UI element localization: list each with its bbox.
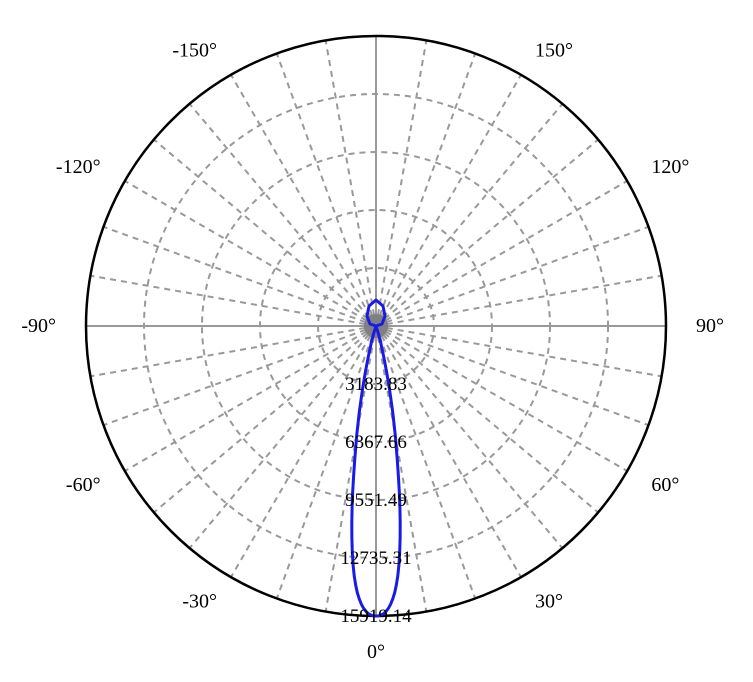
polar-plot: 3183.83 6367.66 9551.49 12735.31 15919.14 ±18… xyxy=(0,0,753,682)
angle-tick-label: 90° xyxy=(696,315,724,337)
radial-tick-label: 15919.14 xyxy=(340,606,412,627)
angle-tick-label: -90° xyxy=(21,315,56,337)
angle-tick-label: 150° xyxy=(535,40,573,62)
angle-tick-label: -30° xyxy=(182,590,217,612)
angle-tick-label: 0° xyxy=(367,641,385,663)
radial-tick-label: 9551.49 xyxy=(345,490,407,511)
radial-tick-label: 6367.66 xyxy=(345,432,407,453)
angle-tick-label: -60° xyxy=(66,474,101,496)
angle-tick-label: 30° xyxy=(535,590,563,612)
radial-tick-label: 3183.83 xyxy=(345,374,407,395)
angle-tick-label: -120° xyxy=(56,156,101,178)
angle-tick-label: 120° xyxy=(651,156,689,178)
angle-tick-label: ±180° xyxy=(352,0,401,5)
angle-tick-label: 60° xyxy=(651,474,679,496)
radial-tick-label: 12735.31 xyxy=(340,548,411,569)
angle-tick-label: -150° xyxy=(172,40,217,62)
